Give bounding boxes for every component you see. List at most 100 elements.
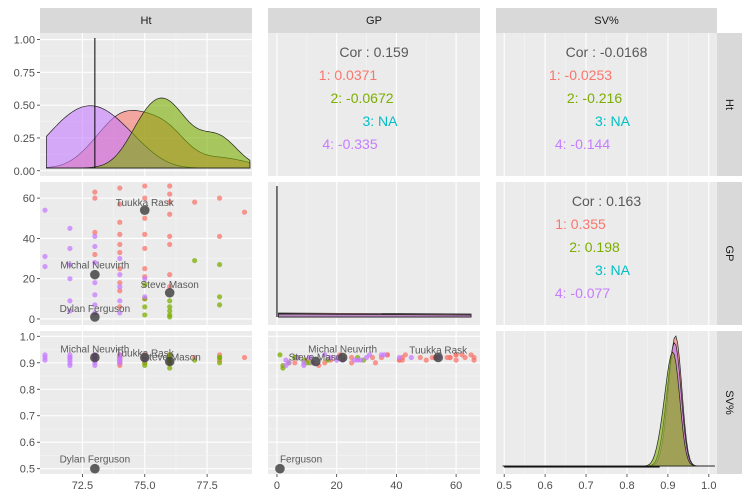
- scatter-point: [167, 298, 172, 303]
- strip-top-label: GP: [366, 15, 382, 27]
- player-label: Dylan Ferguson: [60, 455, 131, 466]
- x-tick-label: 77.5: [196, 480, 217, 492]
- scatter-point: [382, 352, 387, 357]
- x-tick-label: 60: [450, 480, 462, 492]
- scatter-point: [167, 234, 172, 239]
- scatter-point: [92, 252, 97, 257]
- scatter-point: [364, 355, 369, 360]
- scatter-point: [67, 298, 72, 303]
- scatter-point: [67, 226, 72, 231]
- player-label: Steve Mason: [143, 352, 201, 363]
- correlation-group-4: 4: -0.144: [555, 136, 610, 152]
- correlation-group-1: 1: -0.0253: [549, 67, 612, 83]
- panel-bg: [268, 182, 480, 325]
- scatter-point: [167, 242, 172, 247]
- correlation-group-3: 3: NA: [595, 262, 631, 278]
- scatter-point: [142, 312, 147, 317]
- correlation-group-2: 2: -0.216: [567, 90, 622, 106]
- scatter-point: [192, 200, 197, 205]
- scatter-point: [217, 355, 222, 360]
- correlation-group-2: 2: -0.0672: [330, 90, 393, 106]
- scatter-point: [192, 258, 197, 263]
- y-tick-label: 1.00: [14, 35, 35, 47]
- scatter-point: [142, 363, 147, 368]
- scatter-point: [283, 363, 288, 368]
- scatter-point: [117, 298, 122, 303]
- y-tick-label: 0.7: [20, 411, 35, 423]
- scatter-point: [167, 365, 172, 370]
- y-tick-label: 0.25: [14, 133, 35, 145]
- correlation-group-4: 4: -0.077: [555, 285, 610, 301]
- scatter-point: [397, 355, 402, 360]
- correlation-group-1: 1: 0.0371: [319, 67, 378, 83]
- x-tick-label: 0.5: [497, 480, 512, 492]
- x-tick-label: 1.0: [701, 480, 716, 492]
- y-tick-label: 0.75: [14, 67, 35, 79]
- y-tick-label: 1.0: [20, 331, 35, 343]
- scatter-point: [217, 302, 222, 307]
- correlation-group-3: 3: NA: [595, 113, 631, 129]
- correlation-group-1: 1: 0.355: [555, 216, 606, 232]
- y-tick-label: 0.00: [14, 166, 35, 178]
- player-label: Steve Mason: [289, 352, 347, 363]
- scatter-point: [117, 272, 122, 277]
- scatter-point: [454, 358, 459, 363]
- x-tick-label: 20: [331, 480, 343, 492]
- scatter-point: [142, 266, 147, 271]
- scatter-point: [117, 220, 122, 225]
- scatter-point: [92, 363, 97, 368]
- player-label: Tuukka Rask: [116, 198, 175, 209]
- scatter-point: [358, 358, 363, 363]
- scatter-point: [67, 355, 72, 360]
- scatter-point: [42, 352, 47, 357]
- scatter-point: [167, 212, 172, 217]
- scatter-point: [117, 232, 122, 237]
- scatter-point: [217, 360, 222, 365]
- scatter-point: [142, 216, 147, 221]
- x-tick-label: 72.5: [72, 480, 93, 492]
- scatter-point: [92, 234, 97, 239]
- scatter-point: [42, 254, 47, 259]
- scatter-point: [167, 314, 172, 319]
- correlation-overall: Cor : -0.0168: [566, 44, 648, 60]
- scatter-point: [117, 250, 122, 255]
- y-tick-label: 0: [29, 314, 35, 326]
- x-tick-label: 75.0: [134, 480, 155, 492]
- scatter-point: [92, 196, 97, 201]
- scatter-point: [142, 232, 147, 237]
- correlation-group-4: 4: -0.335: [322, 136, 377, 152]
- correlation-overall: Cor : 0.159: [339, 44, 408, 60]
- strip-right-label: SV%: [723, 390, 735, 415]
- y-tick-label: 0.5: [20, 464, 35, 476]
- y-tick-label: 0.50: [14, 100, 35, 112]
- scatter-point: [42, 358, 47, 363]
- scatter-point: [217, 234, 222, 239]
- scatter-point: [142, 246, 147, 251]
- scatter-point: [217, 294, 222, 299]
- strip-right-label: GP: [723, 246, 735, 262]
- player-label: Steve Mason: [141, 280, 199, 291]
- strip-top-label: SV%: [594, 15, 619, 27]
- x-tick-label: 0.8: [619, 480, 634, 492]
- scatter-point: [92, 292, 97, 297]
- y-tick-label: 60: [23, 193, 35, 205]
- x-tick-label: 0.7: [578, 480, 593, 492]
- strip-right-label: Ht: [723, 99, 735, 110]
- y-tick-label: 20: [23, 274, 35, 286]
- scatter-point: [217, 262, 222, 267]
- player-label: Tuukka Rask: [409, 345, 468, 356]
- scatter-point: [167, 191, 172, 196]
- correlation-group-3: 3: NA: [362, 113, 398, 129]
- player-label: Ferguson: [280, 455, 322, 466]
- y-tick-label: 40: [23, 233, 35, 245]
- strip-top-label: Ht: [141, 15, 152, 27]
- scatter-point: [142, 294, 147, 299]
- scatter-point: [117, 185, 122, 190]
- x-tick-label: 40: [390, 480, 402, 492]
- correlation-overall: Cor : 0.163: [572, 193, 641, 209]
- scatter-point: [67, 276, 72, 281]
- scatter-point: [167, 183, 172, 188]
- scatter-point: [42, 208, 47, 213]
- scatter-point: [167, 272, 172, 277]
- scatter-point: [217, 196, 222, 201]
